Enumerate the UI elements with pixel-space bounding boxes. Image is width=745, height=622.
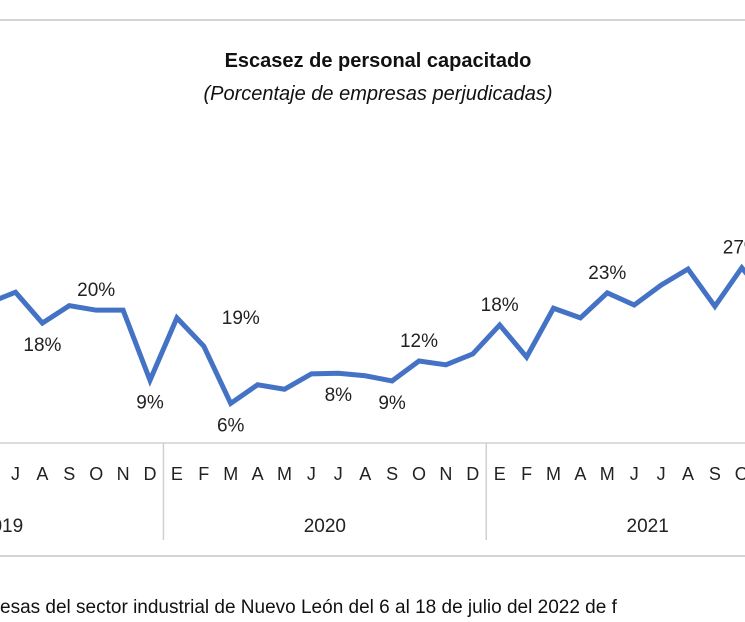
x-tick-label: O [89,464,103,484]
x-tick-label: M [277,464,292,484]
series-line [0,263,745,408]
x-tick-label: N [439,464,452,484]
x-tick-label: S [63,464,75,484]
x-tick-label: M [546,464,561,484]
year-label: 2020 [304,516,346,537]
x-tick-label: J [334,464,343,484]
x-tick-label: O [735,464,745,484]
x-tick-label: S [386,464,398,484]
data-label: 20% [77,280,115,301]
x-tick-label: S [709,464,721,484]
data-label: 6% [217,415,245,436]
x-tick-label: M [600,464,615,484]
x-tick-label: E [171,464,183,484]
x-tick-label: A [359,464,371,484]
data-label: 9% [378,393,406,414]
x-tick-label: O [412,464,426,484]
x-tick-label: D [466,464,479,484]
x-tick-label: M [223,464,238,484]
data-label: 27% [723,238,745,259]
chart-title: Escasez de personal capacitado [225,50,532,72]
x-tick-label: E [494,464,506,484]
data-label: 12% [400,331,438,352]
chart-subtitle: (Porcentaje de empresas perjudicadas) [203,83,552,105]
x-tick-label: J [307,464,316,484]
x-tick-label: A [36,464,48,484]
year-label: 2019 [0,516,23,537]
data-label: 19% [222,308,260,329]
x-tick-label: J [11,464,20,484]
x-tick-label: A [252,464,264,484]
data-label: 18% [481,295,519,316]
x-tick-label: N [117,464,130,484]
x-tick-label: A [682,464,694,484]
data-label: 8% [325,385,353,406]
x-tick-label: A [574,464,586,484]
x-tick-label: D [144,464,157,484]
x-tick-label: F [198,464,209,484]
x-tick-label: J [630,464,639,484]
data-label: 18% [23,335,61,356]
data-label: 23% [588,263,626,284]
x-tick-label: F [521,464,532,484]
x-tick-label: J [657,464,666,484]
year-label: 2021 [627,516,669,537]
data-label: 9% [136,392,164,413]
footnote: esas del sector industrial de Nuevo León… [0,597,618,618]
